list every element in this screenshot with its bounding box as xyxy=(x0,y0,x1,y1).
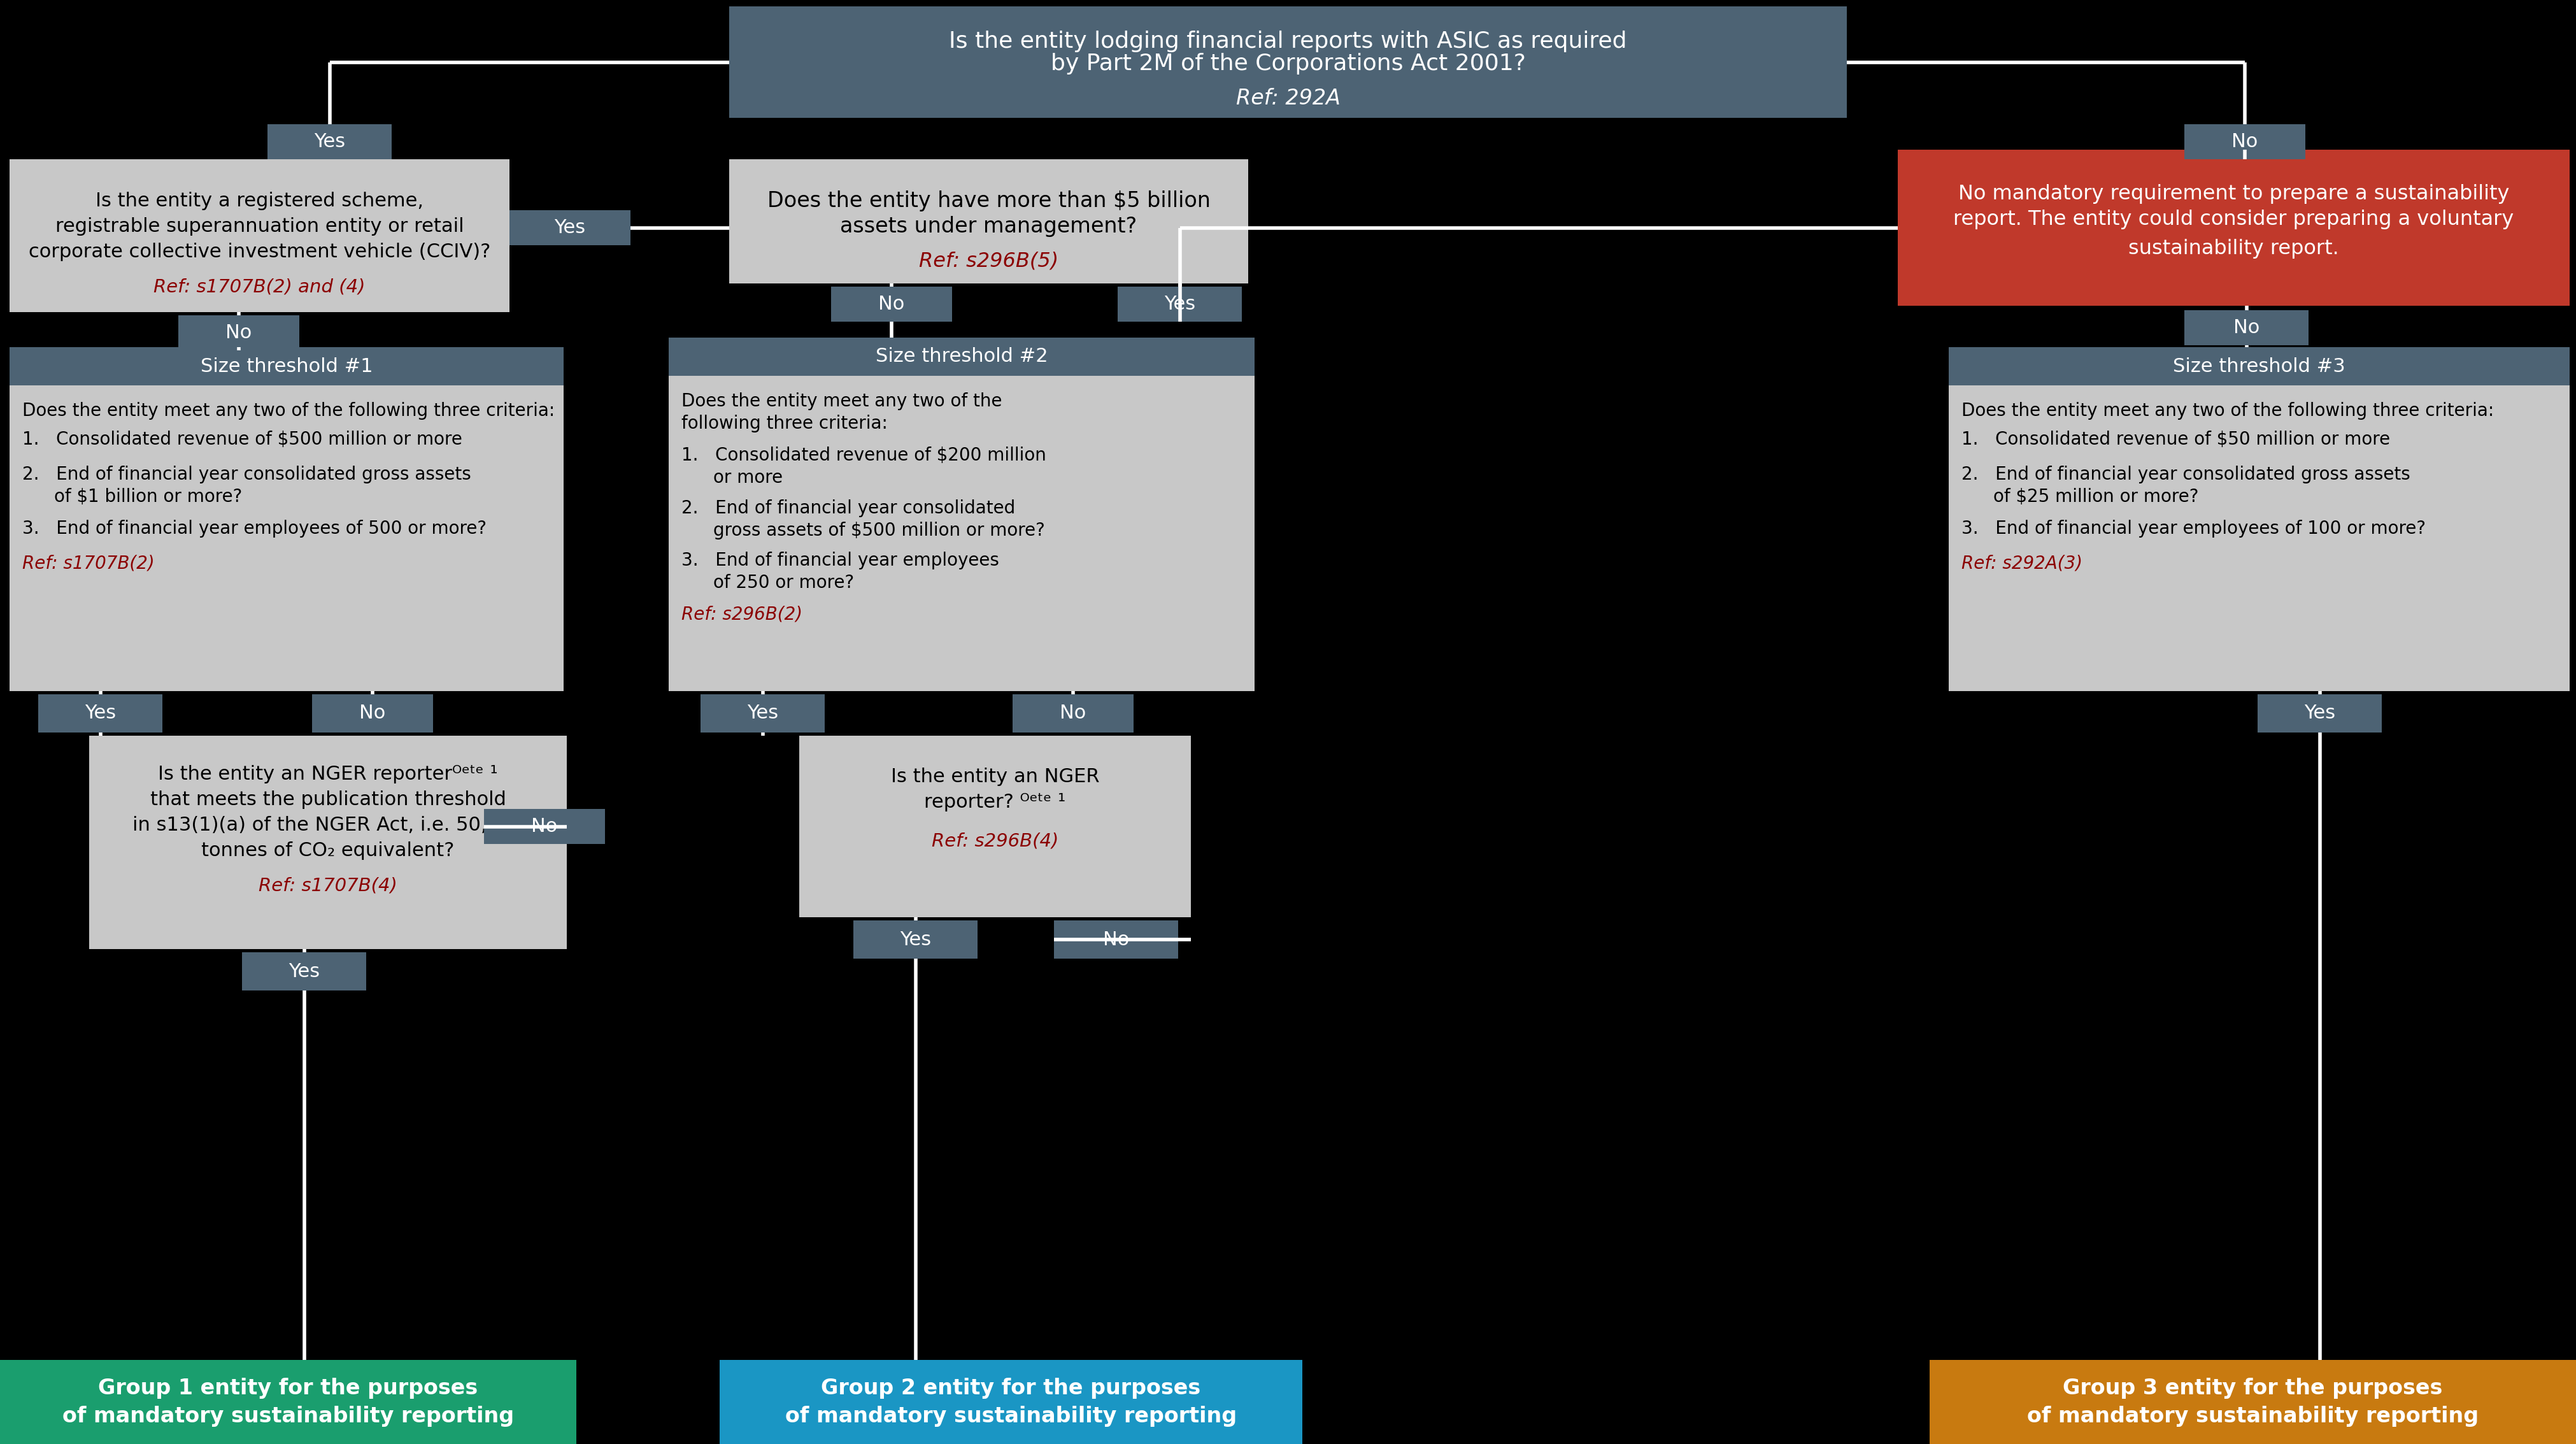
Bar xyxy=(2184,310,2308,345)
Bar xyxy=(670,338,1255,692)
Text: 1.   Consolidated revenue of $200 million: 1. Consolidated revenue of $200 million xyxy=(683,446,1046,465)
Text: of mandatory sustainability reporting: of mandatory sustainability reporting xyxy=(786,1405,1236,1427)
Text: report. The entity could consider preparing a voluntary: report. The entity could consider prepar… xyxy=(1953,209,2514,230)
Text: following three criteria:: following three criteria: xyxy=(683,414,889,433)
Text: gross assets of $500 million or more?: gross assets of $500 million or more? xyxy=(714,521,1046,540)
Text: Group 2 entity for the purposes: Group 2 entity for the purposes xyxy=(822,1378,1200,1398)
Text: 2.   End of financial year consolidated gross assets: 2. End of financial year consolidated gr… xyxy=(1960,465,2411,484)
Bar xyxy=(2257,695,2383,732)
Text: No mandatory requirement to prepare a sustainability: No mandatory requirement to prepare a su… xyxy=(1958,185,2509,204)
Text: 1.   Consolidated revenue of $50 million or more: 1. Consolidated revenue of $50 million o… xyxy=(1960,430,2391,449)
Text: Ref: s292A(3): Ref: s292A(3) xyxy=(1960,554,2081,573)
Text: Ref: s296B(5): Ref: s296B(5) xyxy=(920,251,1059,271)
Text: Group 3 entity for the purposes: Group 3 entity for the purposes xyxy=(2063,1378,2442,1398)
Bar xyxy=(484,809,605,843)
Text: sustainability report.: sustainability report. xyxy=(2128,238,2339,258)
Text: Does the entity meet any two of the: Does the entity meet any two of the xyxy=(683,393,1002,410)
Text: No: No xyxy=(1059,705,1087,722)
Bar xyxy=(2184,124,2306,159)
Text: in s13(1)(a) of the NGER Act, i.e. 50,000: in s13(1)(a) of the NGER Act, i.e. 50,00… xyxy=(131,816,523,835)
Text: Group 1 entity for the purposes: Group 1 entity for the purposes xyxy=(98,1378,479,1398)
Bar xyxy=(1118,287,1242,322)
Text: Ref: s296B(2): Ref: s296B(2) xyxy=(683,605,804,624)
Bar xyxy=(719,1360,1303,1444)
Bar xyxy=(701,695,824,732)
Text: 3.   End of financial year employees: 3. End of financial year employees xyxy=(683,552,999,569)
Text: 3.   End of financial year employees of 500 or more?: 3. End of financial year employees of 50… xyxy=(23,520,487,537)
Text: Size threshold #2: Size threshold #2 xyxy=(876,348,1048,365)
Bar xyxy=(729,6,1847,118)
Text: No: No xyxy=(2231,133,2259,152)
Text: Ref: s1707B(2): Ref: s1707B(2) xyxy=(23,554,155,573)
Text: of mandatory sustainability reporting: of mandatory sustainability reporting xyxy=(2027,1405,2478,1427)
Text: Does the entity meet any two of the following three criteria:: Does the entity meet any two of the foll… xyxy=(1960,401,2494,420)
Text: Yes: Yes xyxy=(747,705,778,722)
Bar xyxy=(1012,695,1133,732)
Text: 2.   End of financial year consolidated gross assets: 2. End of financial year consolidated gr… xyxy=(23,465,471,484)
Bar xyxy=(10,347,564,692)
Bar xyxy=(832,287,953,322)
Bar xyxy=(312,695,433,732)
Bar xyxy=(670,338,1255,375)
Bar xyxy=(0,1360,577,1444)
Text: No: No xyxy=(361,705,386,722)
Bar xyxy=(178,315,299,351)
Text: Yes: Yes xyxy=(289,962,319,980)
Text: Yes: Yes xyxy=(314,133,345,152)
Text: Is the entity an NGER: Is the entity an NGER xyxy=(891,768,1100,787)
Text: Yes: Yes xyxy=(85,705,116,722)
Text: No: No xyxy=(878,295,904,313)
Text: Is the entity lodging financial reports with ASIC as required: Is the entity lodging financial reports … xyxy=(948,30,1628,52)
Text: No: No xyxy=(1103,930,1128,949)
Text: of mandatory sustainability reporting: of mandatory sustainability reporting xyxy=(62,1405,515,1427)
Text: No: No xyxy=(531,817,556,836)
Text: Is the entity a registered scheme,: Is the entity a registered scheme, xyxy=(95,192,422,209)
Bar xyxy=(39,695,162,732)
Text: Yes: Yes xyxy=(554,218,585,237)
Bar xyxy=(10,159,510,312)
Text: Yes: Yes xyxy=(2303,705,2336,722)
Text: assets under management?: assets under management? xyxy=(840,215,1136,237)
Bar xyxy=(1899,150,2571,306)
Bar xyxy=(1929,1360,2576,1444)
Text: Ref: s1707B(2) and (4): Ref: s1707B(2) and (4) xyxy=(155,277,366,296)
Text: by Part 2M of the Corporations Act 2001?: by Part 2M of the Corporations Act 2001? xyxy=(1051,53,1525,75)
Text: Ref: s296B(4): Ref: s296B(4) xyxy=(933,832,1059,849)
Bar xyxy=(1054,920,1177,959)
Text: Does the entity meet any two of the following three criteria:: Does the entity meet any two of the foll… xyxy=(23,401,554,420)
Text: corporate collective investment vehicle (CCIV)?: corporate collective investment vehicle … xyxy=(28,243,489,261)
Text: registrable superannuation entity or retail: registrable superannuation entity or ret… xyxy=(54,217,464,235)
Bar xyxy=(510,211,631,245)
Text: 1.   Consolidated revenue of $500 million or more: 1. Consolidated revenue of $500 million … xyxy=(23,430,461,449)
Bar xyxy=(90,735,567,949)
Text: Size threshold #1: Size threshold #1 xyxy=(201,357,374,375)
Text: Is the entity an NGER reporterᴼᵉᵗᵉ ¹: Is the entity an NGER reporterᴼᵉᵗᵉ ¹ xyxy=(157,765,497,783)
Text: of $1 billion or more?: of $1 billion or more? xyxy=(54,488,242,505)
Text: Size threshold #3: Size threshold #3 xyxy=(2174,357,2344,375)
Bar xyxy=(729,159,1249,283)
Text: Ref: s1707B(4): Ref: s1707B(4) xyxy=(258,877,397,894)
Text: 2.   End of financial year consolidated: 2. End of financial year consolidated xyxy=(683,500,1015,517)
Text: Yes: Yes xyxy=(899,930,930,949)
Text: No: No xyxy=(227,323,252,342)
Bar xyxy=(1947,347,2571,386)
Bar xyxy=(1947,347,2571,692)
Text: of 250 or more?: of 250 or more? xyxy=(714,573,855,592)
Bar xyxy=(268,124,392,159)
Text: 3.   End of financial year employees of 100 or more?: 3. End of financial year employees of 10… xyxy=(1960,520,2427,537)
Text: or more: or more xyxy=(714,469,783,487)
Text: Yes: Yes xyxy=(1164,295,1195,313)
Text: Does the entity have more than $5 billion: Does the entity have more than $5 billio… xyxy=(768,191,1211,211)
Text: reporter? ᴼᵉᵗᵉ ¹: reporter? ᴼᵉᵗᵉ ¹ xyxy=(925,793,1066,812)
Text: Ref: 292A: Ref: 292A xyxy=(1236,88,1340,110)
Bar xyxy=(799,735,1190,917)
Text: of $25 million or more?: of $25 million or more? xyxy=(1994,488,2200,505)
Text: No: No xyxy=(2233,319,2259,336)
Text: tonnes of CO₂ equivalent?: tonnes of CO₂ equivalent? xyxy=(201,840,453,859)
Text: that meets the publication threshold: that meets the publication threshold xyxy=(149,790,505,809)
Bar xyxy=(10,347,564,386)
Bar xyxy=(853,920,976,959)
Bar xyxy=(242,952,366,991)
